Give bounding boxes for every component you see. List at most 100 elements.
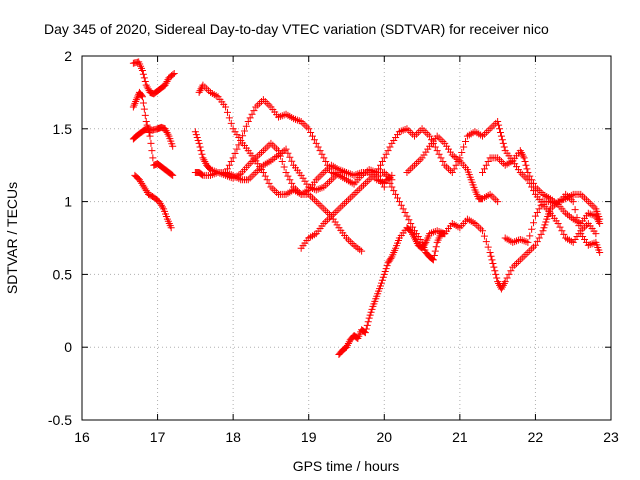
data-point xyxy=(430,251,438,259)
data-point xyxy=(480,130,488,138)
data-point xyxy=(254,101,262,109)
x-tick-label: 19 xyxy=(301,429,317,445)
data-point xyxy=(498,136,506,144)
data-point xyxy=(486,249,494,257)
data-point xyxy=(198,171,206,179)
series-arc-8 xyxy=(222,96,388,191)
data-point xyxy=(316,147,324,155)
data-point xyxy=(273,189,281,196)
series-arc-10 xyxy=(335,190,604,358)
data-point xyxy=(377,161,385,169)
data-point xyxy=(378,276,386,284)
data-point xyxy=(320,168,328,176)
data-point xyxy=(240,127,248,135)
data-point xyxy=(395,198,403,206)
data-point xyxy=(435,134,443,142)
data-point xyxy=(344,236,352,244)
data-point xyxy=(554,219,562,227)
data-point xyxy=(582,196,590,204)
data-point xyxy=(363,178,371,186)
data-point xyxy=(141,111,149,119)
data-point xyxy=(397,201,405,209)
data-point xyxy=(137,178,145,186)
y-axis-label: SDTVAR / TECUs xyxy=(4,182,20,294)
data-point xyxy=(533,238,541,246)
data-point xyxy=(314,199,322,207)
data-point xyxy=(318,150,326,158)
data-point xyxy=(493,274,501,282)
data-point xyxy=(531,212,539,220)
data-point xyxy=(369,172,377,180)
data-point xyxy=(222,168,230,176)
data-point xyxy=(535,187,543,195)
data-point xyxy=(225,114,233,122)
data-point xyxy=(337,203,345,211)
data-point xyxy=(263,99,271,107)
x-tick-label: 22 xyxy=(528,429,544,445)
data-point xyxy=(316,201,324,209)
data-point xyxy=(516,256,524,264)
data-point xyxy=(586,199,594,207)
data-point xyxy=(223,108,231,116)
data-point xyxy=(582,221,590,229)
data-point xyxy=(524,238,532,246)
data-point xyxy=(250,170,258,178)
data-point xyxy=(524,168,532,176)
data-point xyxy=(588,240,596,248)
data-point xyxy=(325,165,333,173)
x-tick-label: 20 xyxy=(376,429,392,445)
data-point xyxy=(573,214,581,222)
data-point xyxy=(522,161,530,169)
series-arc-13 xyxy=(403,132,502,206)
data-point xyxy=(441,230,449,238)
data-point xyxy=(462,138,470,146)
data-point xyxy=(494,118,502,126)
data-point xyxy=(528,176,536,184)
data-point xyxy=(503,274,511,282)
x-tick-label: 21 xyxy=(452,429,468,445)
data-point xyxy=(452,161,460,169)
y-tick-label: 0 xyxy=(64,339,72,355)
data-point xyxy=(416,156,424,164)
data-point xyxy=(390,187,398,195)
data-point xyxy=(526,232,534,240)
data-point xyxy=(588,201,596,209)
data-point xyxy=(246,114,254,122)
data-point xyxy=(322,218,330,226)
data-point xyxy=(520,154,528,162)
data-point xyxy=(246,174,254,182)
data-point xyxy=(286,153,294,161)
data-point xyxy=(424,130,432,138)
data-point xyxy=(259,147,267,155)
data-point xyxy=(489,259,497,267)
data-point xyxy=(437,154,445,162)
data-point xyxy=(307,192,315,200)
data-point xyxy=(254,167,262,175)
data-point xyxy=(488,256,496,264)
data-point xyxy=(261,98,269,105)
data-point xyxy=(142,187,150,195)
data-point xyxy=(530,179,538,187)
data-point xyxy=(322,158,330,166)
data-point xyxy=(412,238,420,246)
data-point xyxy=(380,270,388,278)
data-point xyxy=(361,329,369,337)
data-point xyxy=(487,252,495,260)
data-point xyxy=(521,158,529,166)
x-axis-label: GPS time / hours xyxy=(293,458,400,474)
x-tick-label: 17 xyxy=(150,429,166,445)
series-arc-14 xyxy=(479,147,604,227)
data-point xyxy=(280,163,288,171)
y-tick-label: 1.5 xyxy=(53,121,73,137)
data-point xyxy=(407,165,415,173)
data-point xyxy=(537,201,545,209)
data-point xyxy=(569,198,577,206)
data-point xyxy=(533,209,541,217)
data-point xyxy=(267,183,275,191)
data-point xyxy=(144,85,152,93)
data-point xyxy=(482,238,490,246)
data-point xyxy=(411,132,419,140)
data-point xyxy=(244,176,252,184)
data-point xyxy=(518,150,526,158)
data-point xyxy=(356,185,364,193)
